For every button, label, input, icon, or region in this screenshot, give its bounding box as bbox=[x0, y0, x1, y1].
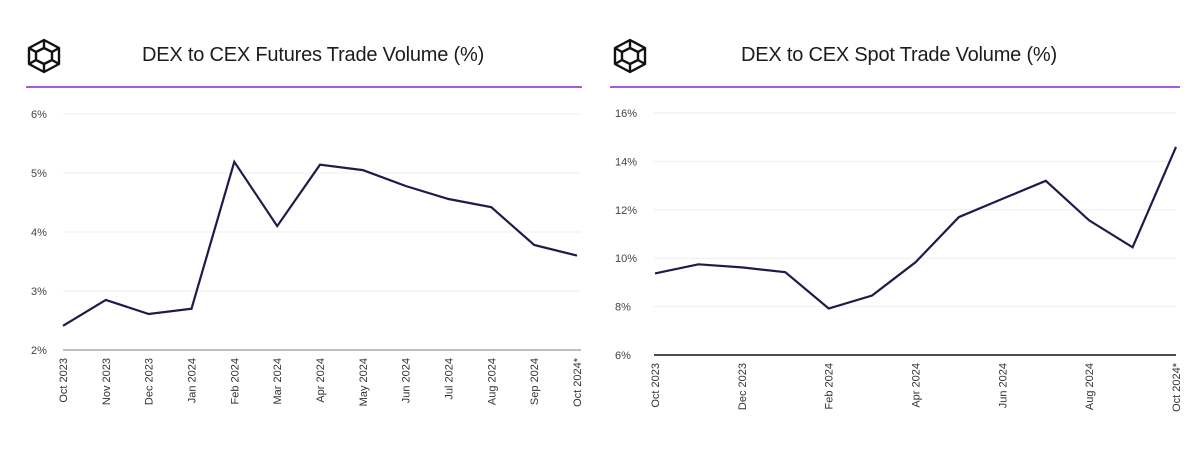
cube-logo-icon bbox=[27, 38, 61, 74]
x-tick-label: Apr 2024 bbox=[911, 363, 923, 408]
x-tick-label: Oct 2024* bbox=[1171, 362, 1183, 412]
x-tick-label: Oct 2024* bbox=[572, 357, 584, 407]
x-tick-label: Jul 2024 bbox=[444, 358, 456, 400]
y-tick-label: 6% bbox=[615, 350, 631, 362]
x-tick-label: Aug 2024 bbox=[486, 358, 498, 405]
futures-chart-panel: DEX to CEX Futures Trade Volume (%) bbox=[26, 38, 582, 88]
y-tick-label: 12% bbox=[615, 205, 637, 217]
y-tick-label: 2% bbox=[31, 345, 47, 357]
futures-line-chart: 2% 3% 4% 5% 6% Oct 2023 Nov 2023 Dec 2023 Jan 20… bbox=[31, 109, 584, 407]
y-tick-label: 3% bbox=[31, 286, 47, 298]
spot-chart-panel: DEX to CEX Spot Trade Volume (%) bbox=[600, 0, 1200, 455]
x-tick-label: Oct 2023 bbox=[58, 358, 70, 403]
x-tick-label: Apr 2024 bbox=[315, 358, 327, 403]
chart-title: DEX to CEX Spot Trade Volume (%) bbox=[741, 44, 1057, 66]
y-tick-label: 16% bbox=[615, 108, 637, 120]
x-tick-label: May 2024 bbox=[358, 358, 370, 406]
x-tick-label: Dec 2023 bbox=[144, 358, 156, 405]
x-tick-label: Feb 2024 bbox=[824, 363, 836, 409]
chart-title: DEX to CEX Futures Trade Volume (%) bbox=[142, 44, 485, 66]
y-tick-label: 10% bbox=[615, 253, 637, 265]
title-divider bbox=[610, 86, 1180, 88]
x-tick-label: Sep 2024 bbox=[529, 358, 541, 405]
series-line bbox=[654, 146, 1178, 310]
x-tick-label: Jun 2024 bbox=[997, 363, 1009, 408]
x-tick-label: Dec 2023 bbox=[737, 363, 749, 410]
x-tick-label: Mar 2024 bbox=[272, 358, 284, 404]
title-divider bbox=[26, 86, 582, 88]
x-tick-label: Jan 2024 bbox=[187, 358, 199, 403]
y-tick-label: 6% bbox=[31, 109, 47, 121]
y-tick-label: 14% bbox=[615, 156, 637, 168]
x-tick-label: Aug 2024 bbox=[1084, 363, 1096, 410]
x-tick-label: Oct 2023 bbox=[650, 363, 662, 408]
x-tick-label: Nov 2023 bbox=[101, 358, 113, 405]
x-tick-label: Feb 2024 bbox=[229, 358, 241, 404]
cube-logo-icon bbox=[613, 38, 647, 74]
y-tick-label: 4% bbox=[31, 227, 47, 239]
y-tick-label: 8% bbox=[615, 302, 631, 314]
y-tick-label: 5% bbox=[31, 168, 47, 180]
x-tick-label: Jun 2024 bbox=[401, 358, 413, 403]
